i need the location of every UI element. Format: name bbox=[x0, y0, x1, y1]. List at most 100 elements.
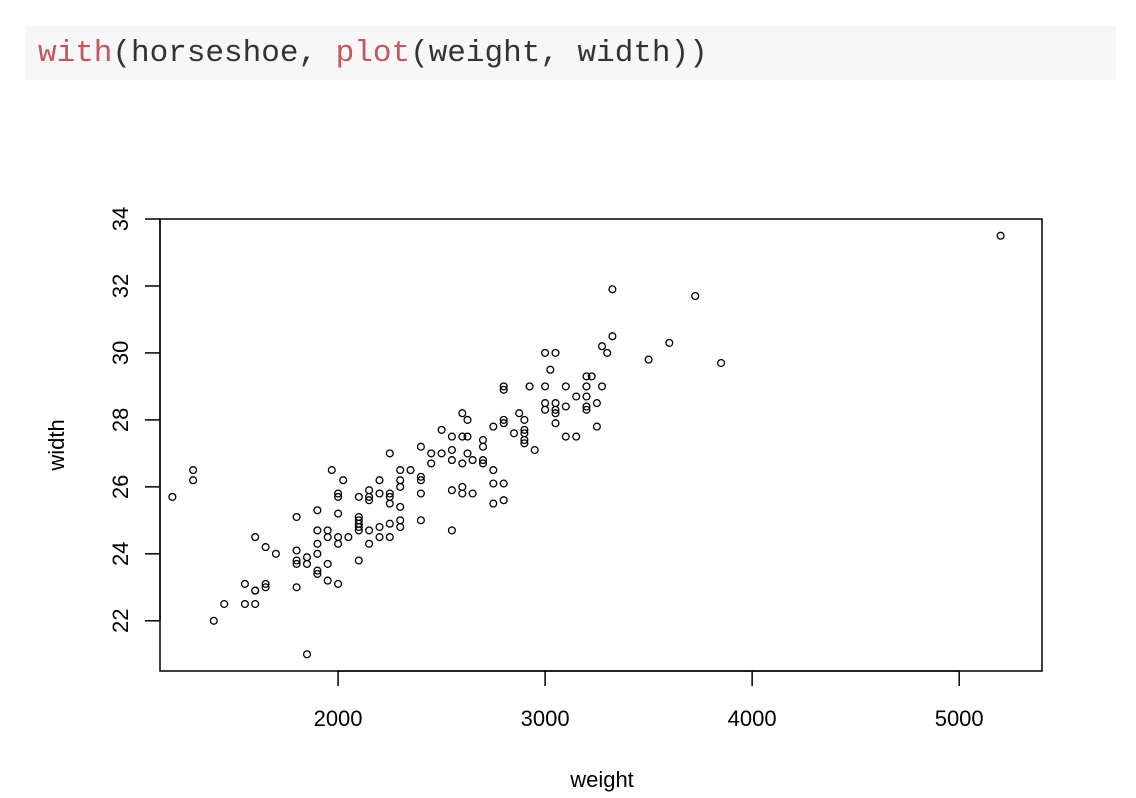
data-point bbox=[385, 499, 394, 508]
data-point bbox=[478, 435, 488, 445]
data-point bbox=[313, 569, 322, 578]
data-point bbox=[582, 402, 591, 411]
data-point bbox=[546, 365, 555, 374]
data-point bbox=[572, 392, 581, 401]
data-point bbox=[416, 489, 425, 498]
x-tick-label: 3000 bbox=[521, 706, 570, 731]
data-point bbox=[608, 285, 617, 294]
data-point bbox=[463, 449, 472, 458]
data-point bbox=[561, 432, 570, 441]
y-tick-label: 26 bbox=[108, 475, 133, 499]
data-point bbox=[499, 419, 508, 428]
data-point bbox=[447, 445, 456, 455]
data-point bbox=[447, 456, 456, 465]
data-point bbox=[644, 355, 653, 364]
data-point bbox=[375, 476, 384, 485]
data-point bbox=[592, 422, 601, 431]
data-point bbox=[447, 432, 456, 441]
data-point bbox=[334, 533, 343, 542]
data-point bbox=[509, 429, 519, 438]
data-point bbox=[261, 579, 270, 588]
data-point bbox=[385, 492, 394, 501]
data-point bbox=[468, 456, 477, 465]
data-point bbox=[354, 516, 363, 525]
code-token: plot bbox=[335, 35, 411, 71]
data-point bbox=[354, 492, 363, 501]
data-point bbox=[396, 516, 405, 525]
plot-frame bbox=[159, 218, 1043, 672]
data-point bbox=[541, 399, 550, 408]
data-point bbox=[437, 449, 446, 458]
data-point bbox=[209, 616, 218, 625]
data-point bbox=[251, 533, 260, 542]
data-point bbox=[396, 522, 405, 532]
data-point bbox=[603, 348, 612, 357]
data-point bbox=[530, 445, 539, 455]
data-point bbox=[520, 439, 529, 448]
data-point bbox=[334, 492, 343, 501]
data-point bbox=[416, 476, 425, 485]
data-point bbox=[416, 442, 425, 451]
data-point bbox=[168, 492, 177, 501]
data-point bbox=[375, 489, 384, 498]
data-point bbox=[313, 539, 322, 548]
data-point bbox=[261, 583, 270, 592]
data-point bbox=[489, 479, 498, 488]
x-axis-title: weight bbox=[569, 767, 634, 792]
data-point bbox=[592, 399, 601, 408]
data-point bbox=[302, 559, 312, 568]
data-point bbox=[323, 559, 332, 568]
data-point bbox=[396, 482, 405, 491]
code-token: (horseshoe, bbox=[112, 35, 336, 71]
data-point bbox=[427, 459, 436, 468]
data-point bbox=[499, 385, 508, 394]
data-point bbox=[582, 405, 591, 414]
x-tick-label: 5000 bbox=[935, 706, 984, 731]
data-point bbox=[416, 516, 425, 525]
data-point bbox=[251, 599, 260, 609]
data-point bbox=[561, 402, 570, 411]
data-point bbox=[608, 332, 617, 341]
y-tick-label: 34 bbox=[108, 207, 133, 231]
y-tick-label: 24 bbox=[108, 542, 133, 566]
data-point bbox=[489, 466, 498, 475]
data-point bbox=[396, 502, 405, 511]
data-point bbox=[541, 382, 550, 391]
data-point bbox=[302, 650, 312, 659]
data-point bbox=[292, 556, 301, 565]
data-point bbox=[385, 533, 394, 542]
data-point bbox=[447, 486, 456, 495]
data-point bbox=[520, 425, 529, 434]
data-point bbox=[437, 425, 446, 434]
data-point bbox=[385, 519, 394, 528]
data-point bbox=[292, 512, 301, 522]
data-point bbox=[220, 599, 229, 609]
data-point bbox=[313, 506, 322, 515]
data-point bbox=[551, 409, 560, 418]
data-point bbox=[416, 472, 425, 481]
data-point bbox=[478, 459, 488, 468]
x-tick-label: 2000 bbox=[314, 706, 363, 731]
data-point bbox=[458, 409, 467, 418]
data-point bbox=[458, 482, 467, 491]
data-point bbox=[996, 231, 1005, 240]
data-point bbox=[240, 599, 249, 609]
code-token: with bbox=[38, 35, 113, 71]
data-point bbox=[458, 459, 467, 468]
data-point bbox=[587, 372, 596, 381]
x-axis: 2000 3000 4000 5000 bbox=[314, 670, 984, 731]
data-point bbox=[458, 432, 467, 441]
data-point bbox=[406, 466, 415, 475]
y-tick-label: 32 bbox=[108, 274, 133, 298]
code-line: with(horseshoe, plot(weight, width)) bbox=[38, 36, 708, 71]
data-point bbox=[561, 382, 570, 391]
data-point bbox=[385, 449, 394, 458]
data-point bbox=[292, 559, 301, 568]
data-point bbox=[292, 546, 301, 555]
data-point bbox=[271, 549, 280, 558]
data-point bbox=[572, 432, 581, 441]
data-point bbox=[582, 382, 591, 391]
x-tick-label: 4000 bbox=[728, 706, 777, 731]
data-point bbox=[478, 456, 488, 465]
data-point bbox=[365, 496, 374, 505]
